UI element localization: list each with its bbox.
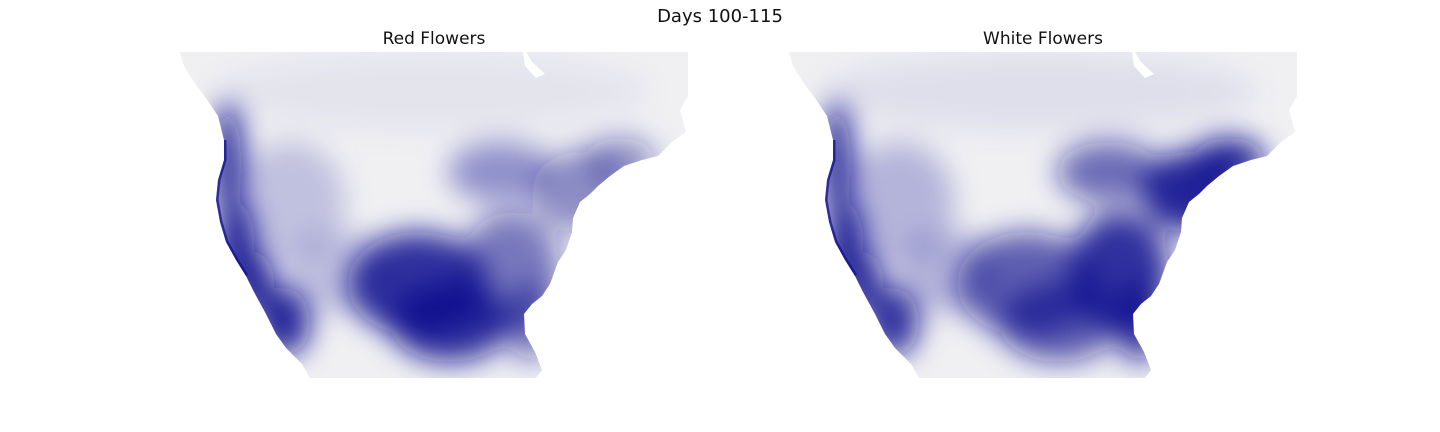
- density-great-lakes: [1057, 142, 1161, 202]
- density-canada: [210, 52, 650, 132]
- density-southeast: [508, 282, 552, 362]
- density-mountain-west: [290, 232, 390, 312]
- panel-title-white-flowers: White Flowers: [983, 29, 1103, 49]
- panel-white-flowers: White Flowers: [789, 29, 1297, 378]
- density-mountain-west: [844, 142, 954, 262]
- map-white-flowers: [789, 52, 1297, 378]
- density-northeast: [584, 138, 656, 182]
- figure-title: Days 100-115: [657, 6, 783, 27]
- density-canada: [819, 52, 1259, 132]
- density-northeast: [1193, 138, 1265, 182]
- density-mountain-west: [899, 232, 999, 312]
- map-red-flowers: [180, 52, 688, 378]
- density-southeast: [1117, 282, 1161, 362]
- density-mountain-west: [235, 142, 345, 262]
- density-california-central: [867, 288, 919, 356]
- panel-title-red-flowers: Red Flowers: [382, 29, 486, 49]
- panel-red-flowers: Red Flowers: [180, 29, 688, 378]
- density-california-central: [258, 288, 310, 356]
- density-great-lakes: [448, 142, 552, 202]
